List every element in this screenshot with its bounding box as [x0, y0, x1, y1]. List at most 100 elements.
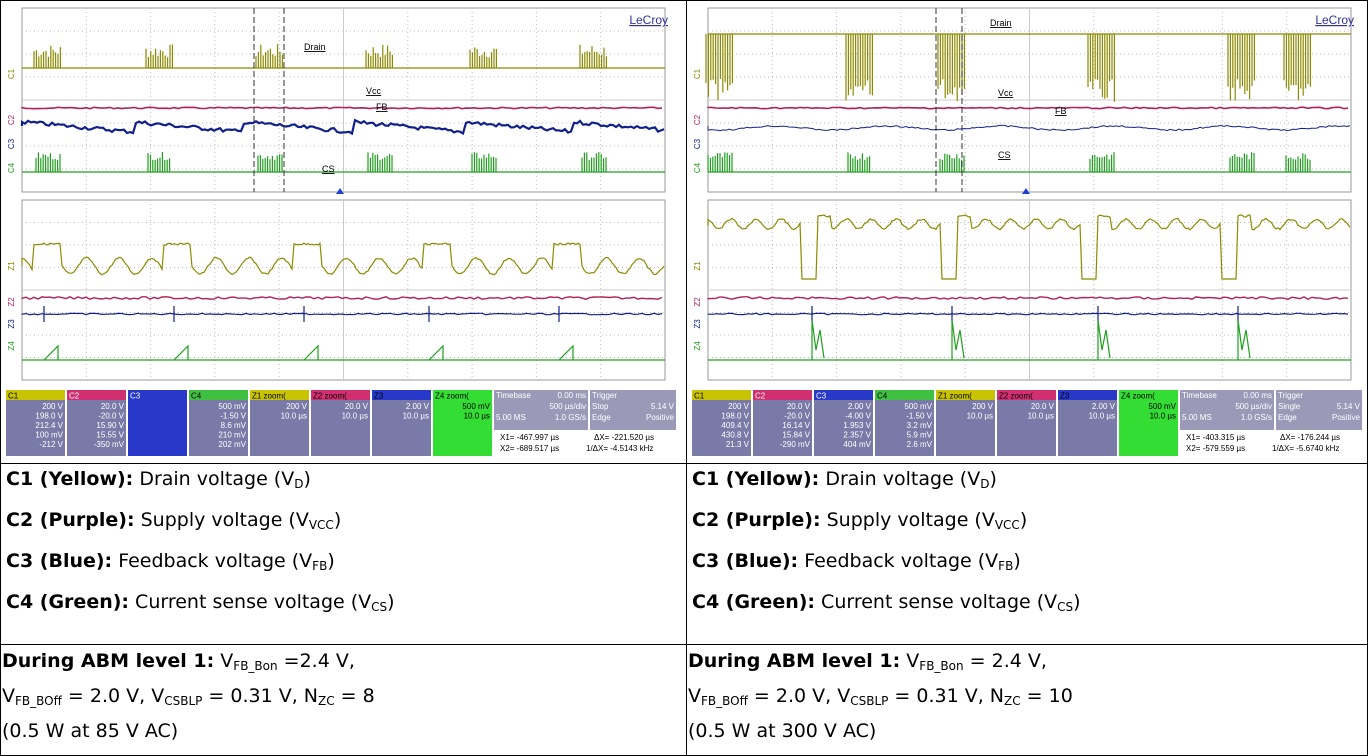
readout-title: C4	[191, 392, 202, 401]
text-line: C3 (Blue): Feedback voltage (VFB)	[692, 550, 1021, 572]
text: )	[1013, 550, 1020, 572]
readout-value: 20.0 V	[345, 402, 369, 411]
text-line: C1 (Yellow): Drain voltage (VD)	[692, 468, 997, 490]
subscript: FB_Bon	[233, 659, 277, 673]
text: V	[900, 650, 919, 672]
readout-value: -1.50 V	[906, 412, 932, 421]
text: V	[2, 685, 15, 707]
text: Feedback voltage (V	[112, 550, 312, 572]
readout-title: Z2 zoom(	[999, 392, 1033, 401]
readout-value: 20.0 V	[101, 402, 125, 411]
readout-value: -20.0 V	[784, 412, 810, 421]
text: )	[334, 509, 341, 531]
readout-value: 15.90 V	[96, 421, 124, 430]
readout-value: 198.0 V	[721, 412, 749, 421]
readout-title: C1	[8, 392, 19, 401]
trigger-value: Edge	[592, 413, 611, 422]
timebase-value: 1.0 GS/s	[555, 413, 586, 422]
timebase-value: 0.00 ms	[558, 391, 586, 400]
text-line: (0.5 W at 85 V AC)	[2, 720, 178, 742]
text-line: (0.5 W at 300 V AC)	[688, 720, 876, 742]
readout-value: 16.14 V	[782, 421, 810, 430]
text-line: C2 (Purple): Supply voltage (VVCC)	[692, 509, 1027, 531]
readout-value: 10.0 µs	[281, 412, 307, 421]
channel-marker: C4	[693, 162, 702, 173]
readout-value: 10.0 µs	[1028, 412, 1054, 421]
text: Supply voltage (V	[135, 509, 309, 531]
readout-title: Z4 zoom(	[1121, 392, 1155, 401]
subscript: VCC	[995, 518, 1020, 532]
bold-text: C2 (Purple):	[6, 509, 135, 531]
readout-value: -212 V	[39, 440, 63, 449]
timebase-label: Timebase	[496, 391, 531, 400]
channel-marker: C3	[693, 138, 702, 149]
readout-value: 21.3 V	[726, 440, 750, 449]
trigger-value: Stop	[592, 402, 609, 411]
text: (0.5 W at 300 V AC)	[688, 720, 876, 742]
readout-value: -350 mV	[94, 440, 125, 449]
trace-label: FB	[1055, 106, 1067, 116]
readout-value: 2.00 V	[406, 402, 430, 411]
readout-title: C3	[816, 392, 827, 401]
timebase-label: Timebase	[1182, 391, 1217, 400]
trace-label: Drain	[304, 42, 326, 52]
text: = 2.0 V, V	[62, 685, 164, 707]
cursor-readout: X1= -467.997 µs	[500, 433, 559, 442]
text: )	[387, 591, 394, 613]
subscript: FB_Bon	[919, 659, 963, 673]
readout-title: C2	[755, 392, 766, 401]
subscript: CS	[1057, 600, 1073, 614]
cursor-readout: 1/ΔX= -5.6740 kHz	[1272, 444, 1339, 453]
readout-value: 20.0 V	[1031, 402, 1055, 411]
brand-label: LeCroy	[1315, 13, 1354, 27]
text-line: C2 (Purple): Supply voltage (VVCC)	[6, 509, 341, 531]
page: {"scopes":[ {"brand":"LeCroy","labels":[…	[0, 0, 1368, 756]
readout-value: 20.0 V	[787, 402, 811, 411]
text: (0.5 W at 85 V AC)	[2, 720, 178, 742]
readout-title: C4	[877, 392, 888, 401]
text: Current sense voltage (V	[815, 591, 1057, 613]
timebase-value: 500 µs/div	[1235, 402, 1272, 411]
readout-value: 500 mV	[218, 402, 246, 411]
readout-value: 430.8 V	[721, 431, 749, 440]
readout-value: 10.0 µs	[342, 412, 368, 421]
subscript: FB_BOff	[701, 694, 748, 708]
subscript: CSBLP	[164, 694, 202, 708]
text: Drain voltage (V	[133, 468, 294, 490]
subscript: ZC	[318, 694, 335, 708]
readout-value: 198.0 V	[35, 412, 63, 421]
readout-value: 200 V	[42, 402, 64, 411]
bold-text: C1 (Yellow):	[692, 468, 819, 490]
readout-value: 500 mV	[1148, 402, 1176, 411]
text: = 2.0 V, V	[748, 685, 850, 707]
row-divider	[0, 644, 1368, 645]
timebase-value: 5.00 MS	[496, 413, 526, 422]
text: V	[214, 650, 233, 672]
subscript: CSBLP	[850, 694, 888, 708]
subscript: FB	[998, 559, 1013, 573]
bold-text: C2 (Purple):	[692, 509, 821, 531]
subscript: VCC	[309, 518, 334, 532]
column-divider	[686, 0, 687, 756]
channel-marker: C2	[693, 114, 702, 125]
readout-title: Z4 zoom(	[435, 392, 469, 401]
row-divider	[0, 463, 1368, 464]
readout-value: 2.6 mV	[907, 440, 933, 449]
trigger-value: 5.14 V	[1337, 402, 1361, 411]
timebase-value: 0.00 ms	[1244, 391, 1272, 400]
text: )	[989, 468, 996, 490]
readout-value: 15.84 V	[782, 431, 810, 440]
readout-value: 15.55 V	[96, 431, 124, 440]
channel-marker: C2	[7, 114, 16, 125]
text-line: During ABM level 1: VFB_Bon =2.4 V,	[2, 650, 355, 672]
trigger-value: Edge	[1278, 413, 1297, 422]
text: = 0.31 V, N	[202, 685, 318, 707]
text: )	[1073, 591, 1080, 613]
text: = 8	[335, 685, 375, 707]
channel-marker: C1	[693, 68, 702, 79]
readout-value: 3.2 mV	[907, 421, 933, 430]
readout-value: 404 mV	[843, 440, 871, 449]
readout-value: -1.50 V	[220, 412, 246, 421]
trigger-label: Trigger	[1278, 391, 1303, 400]
readout-value: 409.4 V	[721, 421, 749, 430]
